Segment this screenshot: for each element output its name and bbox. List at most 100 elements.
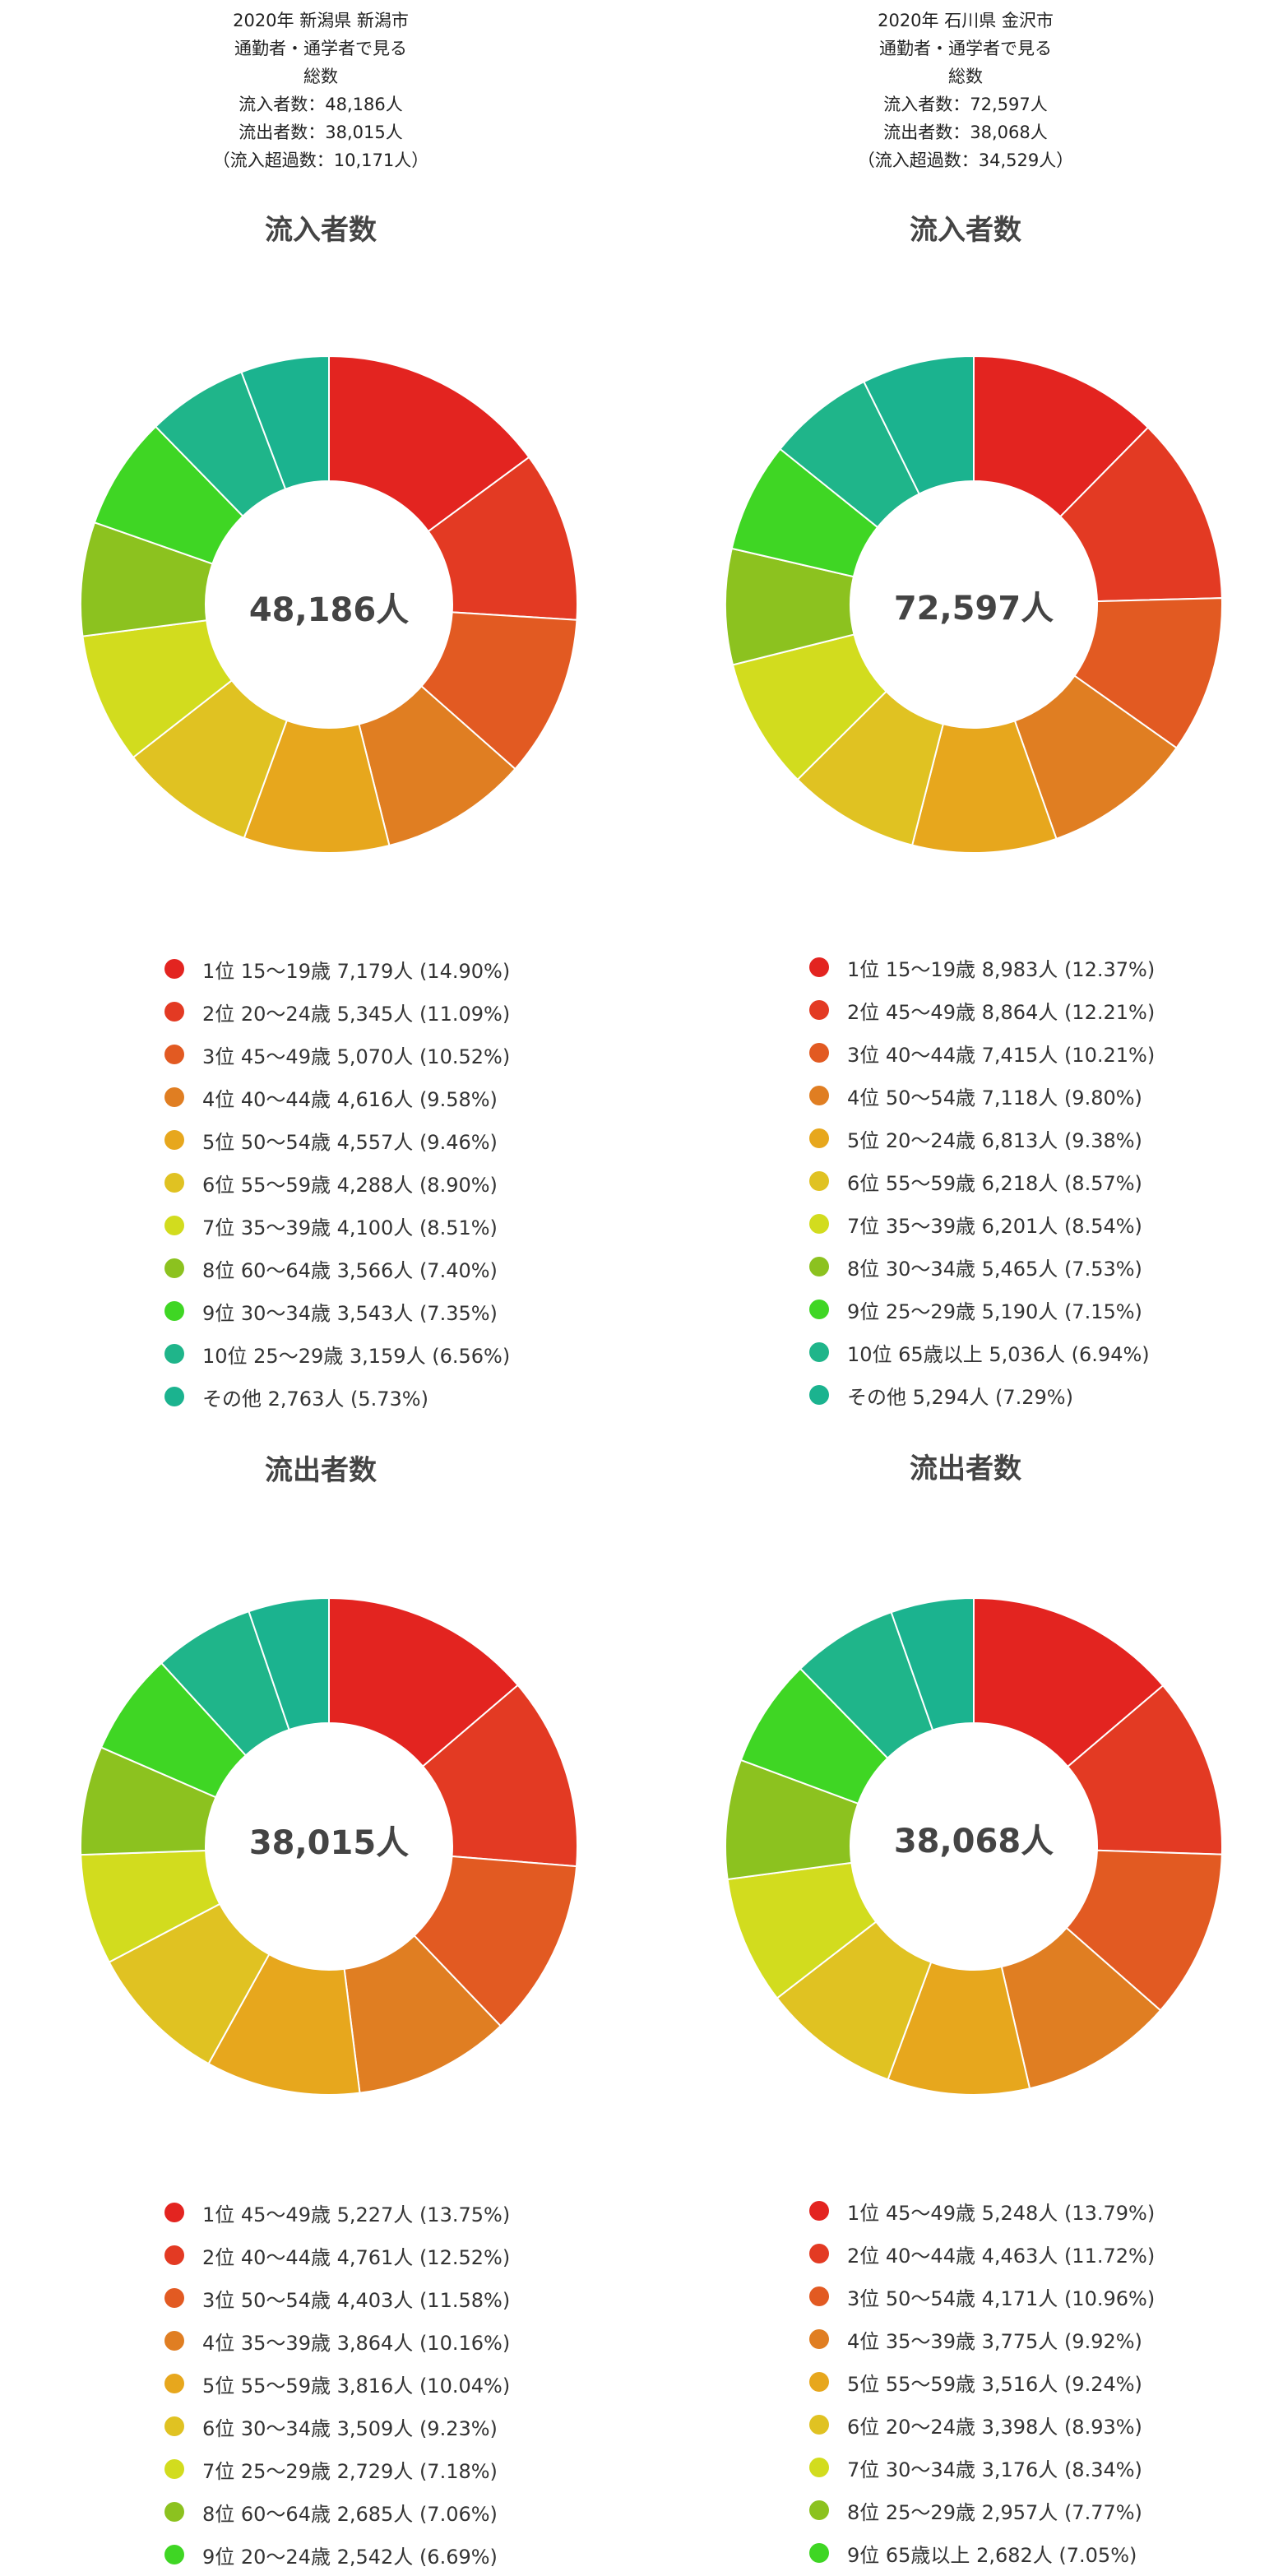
legend-label: 4位 50〜54歳 7,118人 (9.80%) xyxy=(847,1086,1142,1110)
legend-item[interactable]: 8位 60〜64歳 3,566人 (7.40%) xyxy=(164,1247,625,1290)
legend-item[interactable]: 6位 55〜59歳 6,218人 (8.57%) xyxy=(809,1160,1270,1202)
legend-item[interactable]: 1位 45〜49歳 5,227人 (13.75%) xyxy=(164,2191,625,2234)
donut-center-value: 72,597人 xyxy=(894,590,1054,628)
header-line: （流入超過数：34,529人） xyxy=(857,151,1074,170)
header-line: 流出者数：38,015人 xyxy=(239,123,403,142)
legend-dot-icon xyxy=(164,2245,184,2265)
chart-title-inflow: 流入者数 xyxy=(910,214,1021,247)
legend-dot-icon xyxy=(164,2459,184,2479)
header-line: 通勤者・通学者で見る xyxy=(234,39,407,58)
donut-slice[interactable] xyxy=(328,1596,520,1768)
legend-inflow: 1位 15〜19歳 8,983人 (12.37%) 2位 45〜49歳 8,864… xyxy=(809,946,1270,1416)
donut-slice[interactable] xyxy=(421,1684,578,1868)
legend-item[interactable]: その他 2,763人 (5.73%) xyxy=(164,1375,625,1418)
legend-dot-icon xyxy=(809,1128,829,1148)
chart-title-outflow: 流出者数 xyxy=(910,1452,1021,1485)
legend-item[interactable]: その他 5,294人 (7.29%) xyxy=(809,1374,1270,1416)
legend-item[interactable]: 4位 40〜44歳 4,616人 (9.58%) xyxy=(164,1076,625,1119)
legend-label: 1位 15〜19歳 8,983人 (12.37%) xyxy=(847,957,1156,981)
legend-item[interactable]: 2位 40〜44歳 4,761人 (12.52%) xyxy=(164,2234,625,2277)
donut-slice[interactable] xyxy=(1066,1684,1223,1856)
legend-item[interactable]: 7位 25〜29歳 2,729人 (7.18%) xyxy=(164,2448,625,2490)
legend-item[interactable]: 1位 15〜19歳 7,179人 (14.90%) xyxy=(164,947,625,990)
legend-item[interactable]: 5位 55〜59歳 3,816人 (10.04%) xyxy=(164,2362,625,2405)
legend-item[interactable]: 3位 50〜54歳 4,171人 (10.96%) xyxy=(809,2275,1270,2318)
legend-item[interactable]: 2位 20〜24歳 5,345人 (11.09%) xyxy=(164,990,625,1033)
legend-dot-icon xyxy=(809,2286,829,2306)
panel-header: 2020年 新潟県 新潟市 通勤者・通学者で見る 総数 流入者数：48,186人… xyxy=(0,7,642,174)
legend-item[interactable]: 3位 40〜44歳 7,415人 (10.21%) xyxy=(809,1031,1270,1074)
legend-label: 5位 55〜59歳 3,516人 (9.24%) xyxy=(847,2372,1142,2396)
legend-item[interactable]: 6位 30〜34歳 3,509人 (9.23%) xyxy=(164,2405,625,2448)
legend-item[interactable]: 9位 30〜34歳 3,543人 (7.35%) xyxy=(164,1290,625,1332)
legend-item[interactable]: 10位 25〜29歳 3,159人 (6.56%) xyxy=(164,1332,625,1375)
legend-dot-icon xyxy=(809,1043,829,1063)
legend-dot-icon xyxy=(809,2415,829,2435)
legend-item[interactable]: 7位 35〜39歳 4,100人 (8.51%) xyxy=(164,1204,625,1247)
legend-dot-icon xyxy=(809,1000,829,1020)
legend-item[interactable]: 3位 45〜49歳 5,070人 (10.52%) xyxy=(164,1033,625,1076)
donut-slice[interactable] xyxy=(248,1596,330,1731)
legend-item[interactable]: 2位 45〜49歳 8,864人 (12.21%) xyxy=(809,989,1270,1031)
legend-item[interactable]: 9位 25〜29歳 5,190人 (7.15%) xyxy=(809,1288,1270,1331)
legend-dot-icon xyxy=(164,2502,184,2522)
legend-label: 10位 25〜29歳 3,159人 (6.56%) xyxy=(202,1344,511,1368)
legend-label: 7位 25〜29歳 2,729人 (7.18%) xyxy=(202,2459,498,2483)
donut-slice[interactable] xyxy=(973,1596,1165,1768)
legend-dot-icon xyxy=(164,1045,184,1064)
legend-dot-icon xyxy=(809,2543,829,2563)
legend-dot-icon xyxy=(164,1002,184,1022)
legend-item[interactable]: 7位 35〜39歳 6,201人 (8.54%) xyxy=(809,1202,1270,1245)
legend-label: 5位 50〜54歳 4,557人 (9.46%) xyxy=(202,1130,498,1154)
legend-label: 8位 60〜64歳 3,566人 (7.40%) xyxy=(202,1258,498,1282)
header-line: 流入者数：48,186人 xyxy=(239,95,403,114)
legend-label: その他 5,294人 (7.29%) xyxy=(847,1385,1073,1409)
legend-item[interactable]: 3位 50〜54歳 4,403人 (11.58%) xyxy=(164,2277,625,2319)
legend-item[interactable]: 9位 65歳以上 2,682人 (7.05%) xyxy=(809,2532,1270,2574)
legend-outflow: 1位 45〜49歳 5,248人 (13.79%) 2位 40〜44歳 4,463… xyxy=(809,2189,1270,2574)
legend-item[interactable]: 8位 60〜64歳 2,685人 (7.06%) xyxy=(164,2490,625,2533)
legend-item[interactable]: 8位 25〜29歳 2,957人 (7.77%) xyxy=(809,2489,1270,2532)
legend-label: 5位 20〜24歳 6,813人 (9.38%) xyxy=(847,1128,1142,1152)
donut-slice[interactable] xyxy=(240,354,330,490)
donut-slice[interactable] xyxy=(328,354,530,533)
legend-label: 4位 35〜39歳 3,775人 (9.92%) xyxy=(847,2329,1142,2353)
donut-center-value: 38,015人 xyxy=(249,1824,409,1862)
legend-item[interactable]: 5位 20〜24歳 6,813人 (9.38%) xyxy=(809,1117,1270,1160)
donut-chart-inflow: 72,597人 xyxy=(725,354,1223,854)
legend-dot-icon xyxy=(164,959,184,979)
header-line: 流出者数：38,068人 xyxy=(883,123,1048,142)
legend-item[interactable]: 2位 40〜44歳 4,463人 (11.72%) xyxy=(809,2232,1270,2275)
donut-slice[interactable] xyxy=(973,354,1150,518)
header-line: 総数 xyxy=(948,67,983,86)
legend-item[interactable]: 7位 30〜34歳 3,176人 (8.34%) xyxy=(809,2446,1270,2489)
legend-dot-icon xyxy=(164,2545,184,2564)
donut-slice[interactable] xyxy=(863,354,975,495)
legend-item[interactable]: 10位 65歳以上 5,036人 (6.94%) xyxy=(809,1331,1270,1374)
legend-item[interactable]: 8位 30〜34歳 5,465人 (7.53%) xyxy=(809,1245,1270,1288)
legend-label: 7位 35〜39歳 6,201人 (8.54%) xyxy=(847,1214,1142,1238)
legend-label: 8位 25〜29歳 2,957人 (7.77%) xyxy=(847,2500,1142,2524)
panel-header: 2020年 石川県 金沢市 通勤者・通学者で見る 総数 流入者数：72,597人… xyxy=(645,7,1283,174)
header-line: 2020年 石川県 金沢市 xyxy=(878,11,1054,30)
legend-item[interactable]: 5位 50〜54歳 4,557人 (9.46%) xyxy=(164,1119,625,1161)
legend-label: 6位 30〜34歳 3,509人 (9.23%) xyxy=(202,2416,498,2440)
legend-item[interactable]: 6位 55〜59歳 4,288人 (8.90%) xyxy=(164,1161,625,1204)
legend-dot-icon xyxy=(809,2201,829,2221)
legend-item[interactable]: 1位 15〜19歳 8,983人 (12.37%) xyxy=(809,946,1270,989)
donut-center-value: 48,186人 xyxy=(249,591,409,629)
donut-slice[interactable] xyxy=(890,1596,975,1731)
legend-item[interactable]: 4位 35〜39歳 3,864人 (10.16%) xyxy=(164,2319,625,2362)
legend-label: 2位 20〜24歳 5,345人 (11.09%) xyxy=(202,1002,511,1026)
legend-item[interactable]: 6位 20〜24歳 3,398人 (8.93%) xyxy=(809,2403,1270,2446)
legend-item[interactable]: 4位 35〜39歳 3,775人 (9.92%) xyxy=(809,2318,1270,2361)
legend-item[interactable]: 5位 55〜59歳 3,516人 (9.24%) xyxy=(809,2361,1270,2403)
panel-niigata: 2020年 新潟県 新潟市 通勤者・通学者で見る 総数 流入者数：48,186人… xyxy=(0,0,642,2569)
donut-slice[interactable] xyxy=(413,1855,578,2027)
legend-dot-icon xyxy=(809,1257,829,1276)
legend-item[interactable]: 4位 50〜54歳 7,118人 (9.80%) xyxy=(809,1074,1270,1117)
legend-item[interactable]: 1位 45〜49歳 5,248人 (13.79%) xyxy=(809,2189,1270,2232)
legend-dot-icon xyxy=(164,1258,184,1278)
legend-item[interactable]: 9位 20〜24歳 2,542人 (6.69%) xyxy=(164,2533,625,2576)
legend-dot-icon xyxy=(164,1216,184,1235)
